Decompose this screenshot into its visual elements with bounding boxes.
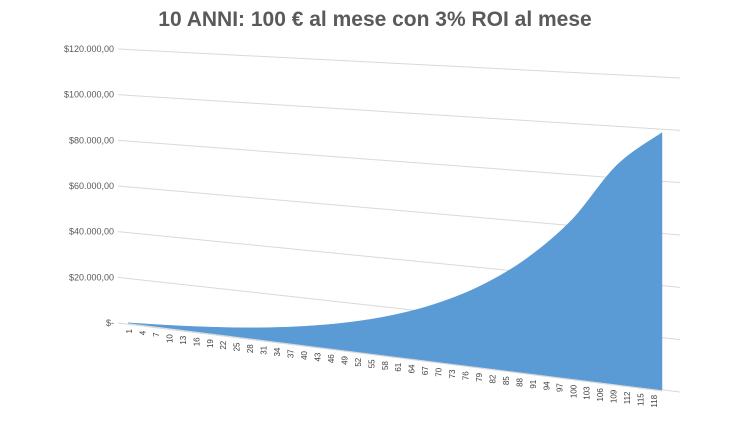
x-tick-label: 52 [354,357,363,366]
x-tick-label: 1 [125,328,134,333]
x-tick-label: 103 [583,386,592,400]
x-tick-label: 40 [300,350,309,359]
y-tick-label: $100.000,00 [64,90,114,100]
y-tick-label: $20.000,00 [69,272,114,282]
x-tick-label: 88 [515,377,524,386]
y-tick-label: $40.000,00 [69,227,114,237]
x-tick-label: 22 [219,340,228,349]
x-tick-label: 25 [233,342,242,351]
x-tick-label: 94 [542,381,551,390]
x-tick-label: 106 [596,388,605,402]
y-tick-label: $80.000,00 [69,135,114,145]
gridline [117,139,681,184]
x-tick-label: 49 [340,355,349,364]
x-tick-label: 43 [314,352,323,361]
x-tick-label: 112 [623,391,632,404]
x-tick-label: 4 [138,330,147,335]
y-tick-label: $120.000,00 [64,44,114,54]
x-tick-label: 91 [529,379,538,388]
x-tick-label: 64 [408,364,417,373]
x-tick-label: 85 [502,376,511,385]
x-tick-label: 79 [475,372,484,381]
x-tick-label: 55 [367,359,376,368]
x-axis-ticks: 1 4 7 10 13 16 19 22 25 28 31 34 37 40 43 46 49 52 55 58 61 6… [125,328,659,407]
x-tick-label: 34 [273,347,282,356]
x-tick-label: 16 [192,337,201,346]
x-tick-label: 31 [260,345,269,354]
x-tick-label: 58 [381,361,390,370]
x-tick-label: 28 [246,344,255,353]
gridline [117,94,681,131]
x-tick-label: 10 [165,334,174,343]
gridline [117,48,681,79]
x-tick-label: 70 [435,367,444,376]
y-tick-label: $- [106,318,114,328]
x-tick-label: 37 [286,349,295,358]
x-tick-label: 19 [206,339,215,348]
x-tick-label: 82 [489,374,498,383]
y-axis-ticks: $- $20.000,00 $40.000,00 $60.000,00 $80.000,… [64,44,114,328]
chart-title: 10 ANNI: 100 € al mese con 3% ROI al mes… [158,8,591,31]
x-tick-label: 7 [152,332,161,337]
x-tick-label: 61 [394,362,403,371]
y-tick-label: $60.000,00 [69,181,114,191]
x-tick-label: 13 [179,335,188,344]
x-tick-label: 118 [650,394,659,407]
x-tick-label: 109 [610,389,619,403]
x-tick-label: 73 [448,369,457,378]
x-tick-label: 97 [556,383,565,392]
x-axis-baseline [127,323,663,392]
area-series [127,132,663,391]
gridlines [117,48,681,393]
x-tick-label: 115 [637,393,646,406]
x-tick-label: 46 [327,354,336,363]
x-tick-label: 67 [421,366,430,375]
x-tick-label: 100 [569,384,578,398]
x-tick-label: 76 [462,371,471,380]
area-series-fill [127,132,663,391]
